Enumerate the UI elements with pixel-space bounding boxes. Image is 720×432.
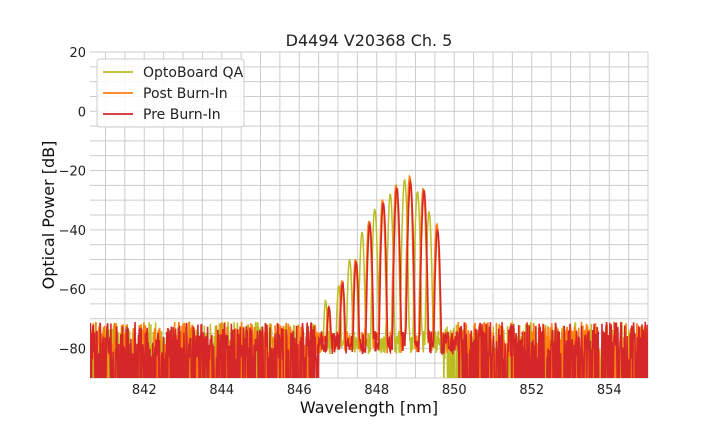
legend-label: OptoBoard QA [143, 65, 244, 81]
legend-label: Pre Burn-In [143, 107, 221, 123]
x-tick-label: 844 [209, 383, 234, 398]
x-axis-label: Wavelength [nm] [300, 398, 438, 417]
x-axis-ticks: 842 844 846 848 850 852 854 [132, 383, 622, 398]
x-tick-label: 852 [519, 383, 544, 398]
legend-box [96, 58, 245, 128]
series-line [90, 178, 648, 378]
y-tick-label: −80 [59, 342, 86, 357]
plot-area [90, 174, 648, 378]
y-tick-label: 20 [69, 46, 86, 61]
y-tick-label: 0 [78, 105, 86, 120]
y-tick-label: −20 [59, 165, 86, 180]
x-tick-label: 854 [597, 383, 622, 398]
x-tick-label: 842 [132, 383, 157, 398]
x-tick-label: 850 [442, 383, 467, 398]
chart-title: D4494 V20368 Ch. 5 [286, 31, 453, 50]
legend-label: Post Burn-In [143, 86, 228, 102]
legend: OptoBoard QA Post Burn-In Pre Burn-In [96, 58, 245, 128]
y-axis-ticks: 20 0 −20 −40 −60 −80 [59, 46, 86, 357]
x-tick-label: 848 [364, 383, 389, 398]
y-tick-label: −60 [59, 283, 86, 298]
x-tick-label: 846 [287, 383, 312, 398]
y-tick-label: −40 [59, 224, 86, 239]
y-axis-label: Optical Power [dB] [39, 141, 58, 290]
